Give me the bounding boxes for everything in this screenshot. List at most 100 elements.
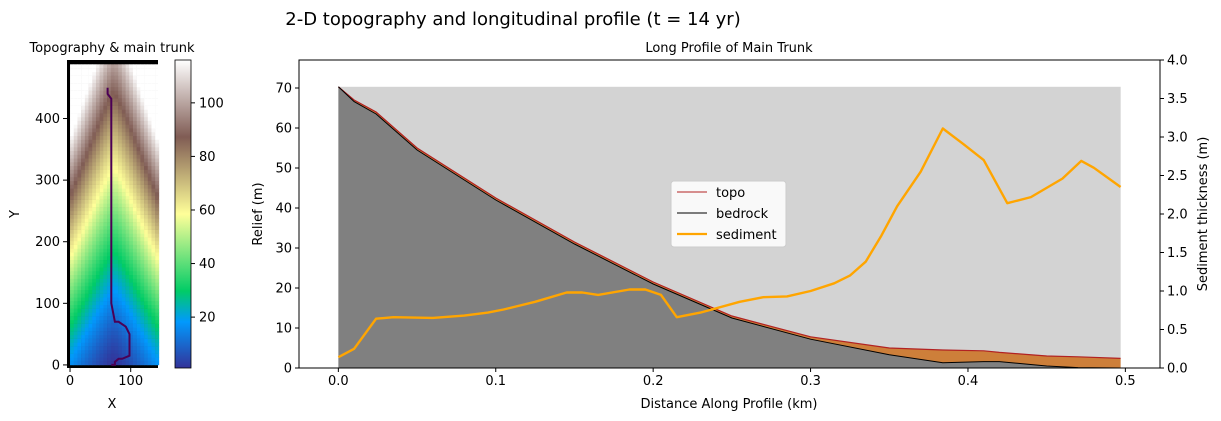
heatmap-cell (132, 218, 137, 223)
heatmap-cell (73, 109, 78, 114)
main-trunk-path (106, 87, 131, 366)
heatmap-cell (140, 225, 145, 230)
heatmap-cell (73, 203, 78, 208)
heatmap-cell (110, 105, 115, 110)
heatmap-cell (140, 101, 145, 106)
heatmap-cell (84, 338, 89, 343)
heatmap-cell (103, 90, 108, 95)
heatmap-cell (129, 203, 134, 208)
heatmap-cell (110, 71, 115, 76)
heatmap-cell (103, 297, 108, 302)
heatmap-cell (73, 349, 78, 354)
heatmap-cell (132, 353, 137, 358)
heatmap-cell (110, 180, 115, 185)
heatmap-cell (81, 289, 86, 294)
heatmap-cell (147, 188, 152, 193)
heatmap-cell (118, 252, 123, 257)
heatmap-cell (132, 233, 137, 238)
heatmap-cell (73, 124, 78, 129)
heatmap-cell (125, 75, 130, 80)
heatmap-cell (121, 131, 126, 137)
heatmap-cell (151, 98, 156, 103)
heatmap-cell (110, 222, 115, 227)
heatmap-cell (155, 293, 160, 298)
heatmap-cell (103, 195, 108, 200)
heatmap-cell (121, 109, 126, 114)
heatmap-cell (118, 139, 123, 144)
heatmap-cell (95, 327, 100, 332)
heatmap-cell (92, 316, 97, 321)
heatmap-cell (129, 244, 134, 249)
heatmap-cell (110, 293, 115, 298)
heatmap-cell (103, 113, 108, 118)
heatmap-cell (121, 116, 126, 121)
heatmap-cell (84, 192, 89, 197)
heatmap-cell (92, 323, 97, 328)
heatmap-cell (136, 233, 141, 238)
heatmap-cell (125, 203, 130, 208)
heatmap-cell (132, 94, 137, 99)
heatmap-cell (121, 162, 126, 167)
heatmap-cell (81, 248, 86, 253)
heatmap-cell (129, 278, 134, 283)
heatmap-cell (121, 297, 126, 302)
heatmap-cell (147, 259, 152, 264)
heatmap-cell (114, 308, 119, 313)
heatmap-cell (103, 214, 108, 219)
heatmap-cell (121, 308, 126, 313)
heatmap-cell (81, 319, 86, 324)
heatmap-cell (92, 233, 97, 238)
heatmap-cell (129, 188, 134, 193)
heatmap-cell (151, 361, 156, 366)
heatmap-cell (132, 286, 137, 291)
heatmap-cell (92, 342, 97, 347)
heatmap-cell (70, 267, 75, 272)
heatmap-cell (125, 101, 130, 106)
heatmap-cell (99, 301, 104, 306)
heatmap-cell (88, 304, 93, 309)
heatmap-cell (73, 323, 78, 328)
heatmap-cell (132, 252, 137, 257)
heatmap-cell (99, 128, 104, 133)
heatmap-cell (95, 301, 100, 306)
heatmap-cell (125, 301, 130, 306)
heatmap-ytick-label: 100 (35, 297, 60, 312)
heatmap-cell (77, 71, 82, 76)
heatmap-cell (84, 116, 89, 121)
heatmap-cell (110, 83, 115, 88)
heatmap-cell (136, 162, 141, 167)
heatmap-cell (99, 169, 104, 174)
heatmap-cell (103, 192, 108, 197)
heatmap-cell (99, 342, 104, 347)
heatmap-cell (140, 120, 145, 125)
heatmap-cell (73, 289, 78, 294)
heatmap-cell (77, 286, 82, 291)
heatmap-cell (99, 203, 104, 208)
heatmap-cell (92, 165, 97, 170)
heatmap-cell (81, 207, 86, 212)
heatmap-cell (121, 71, 126, 76)
heatmap-cell (129, 68, 134, 73)
heatmap-cell (118, 105, 123, 110)
heatmap-cell (114, 71, 119, 76)
heatmap-cell (107, 218, 112, 223)
heatmap-cell (99, 323, 104, 328)
heatmap-cell (110, 233, 115, 238)
heatmap-cell (125, 139, 130, 144)
heatmap-cell (107, 240, 112, 245)
heatmap-cell (151, 162, 156, 167)
heatmap-cell (155, 323, 160, 328)
heatmap-cell (77, 252, 82, 257)
heatmap-cell (81, 195, 86, 200)
heatmap-cell (99, 207, 104, 212)
heatmap-cell (129, 323, 134, 328)
heatmap-cell (136, 301, 141, 306)
heatmap-cell (151, 210, 156, 215)
heatmap-cell (121, 244, 126, 249)
heatmap-cell (132, 334, 137, 339)
heatmap-cell (147, 225, 152, 230)
heatmap-cell (155, 248, 160, 253)
heatmap-cell (103, 316, 108, 321)
heatmap-cell (103, 240, 108, 245)
